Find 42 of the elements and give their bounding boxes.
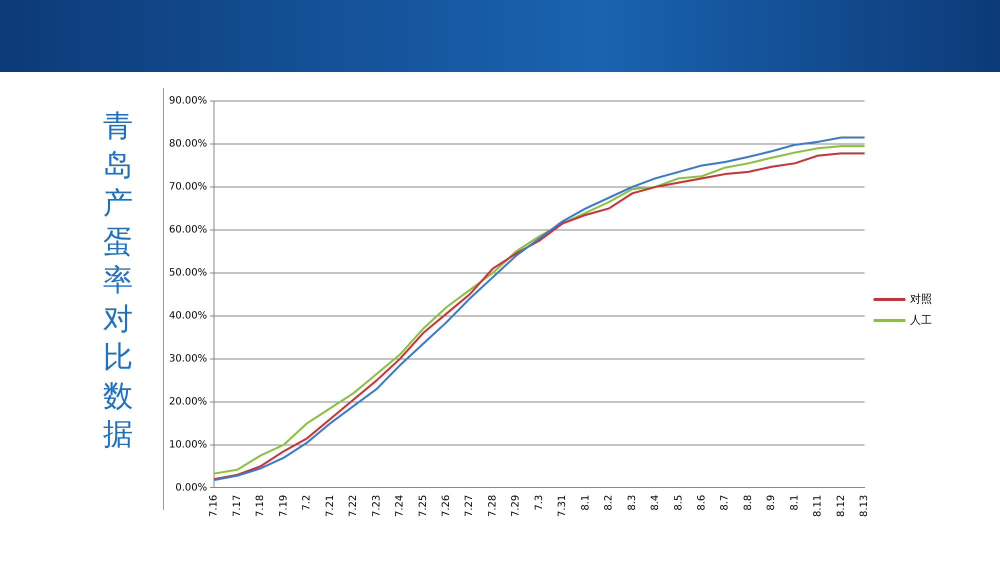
y-tick-label: 0.00% — [175, 482, 208, 494]
y-tick-label: 50.00% — [168, 267, 208, 278]
x-tick-label: 7.31 — [557, 494, 568, 517]
x-tick-label: 7.2 — [302, 494, 313, 511]
x-tick-label: 8.6 — [696, 494, 708, 511]
y-tick-label: 40.00% — [168, 310, 208, 322]
x-tick-label: 8.13 — [859, 494, 870, 517]
y-tick-label: 20.00% — [168, 396, 208, 408]
x-tick-label: 7.26 — [441, 494, 452, 517]
y-tick-label: 70.00% — [168, 182, 208, 193]
x-tick-label: 7.3 — [534, 494, 545, 511]
x-tick-label: 7.23 — [371, 494, 382, 517]
x-tick-label: 7.29 — [510, 494, 522, 517]
x-tick-label: 7.17 — [232, 494, 243, 517]
x-tick-label: 8.11 — [812, 494, 824, 517]
x-tick-label: 7.18 — [255, 494, 266, 517]
x-tick-label: 8.5 — [673, 494, 684, 511]
x-tick-label: 7.21 — [324, 494, 336, 517]
y-tick-label: 10.00% — [168, 439, 208, 450]
chart-title: 青岛产蛋率对比数据 — [103, 109, 133, 452]
x-tick-label: 7.28 — [487, 494, 498, 517]
legend-label: 对照 — [910, 292, 932, 306]
x-tick-label: 8.9 — [766, 494, 778, 511]
x-tick-label: 8.8 — [742, 494, 754, 511]
y-tick-label: 60.00% — [168, 224, 208, 236]
x-tick-label: 8.12 — [836, 494, 847, 517]
x-tick-label: 7.22 — [348, 494, 360, 517]
x-tick-label: 8.7 — [720, 494, 731, 511]
x-tick-label: 7.16 — [208, 494, 220, 517]
y-tick-label: 90.00% — [168, 96, 208, 107]
x-tick-label: 7.25 — [418, 494, 429, 517]
x-tick-label: 7.27 — [464, 494, 476, 517]
y-tick-label: 80.00% — [168, 138, 208, 150]
x-tick-label: 8.1 — [789, 494, 800, 511]
x-tick-label: 8.2 — [604, 494, 615, 511]
x-tick-label: 7.24 — [394, 494, 406, 517]
legend-label: 人工 — [910, 313, 932, 326]
x-tick-label: 8.1 — [580, 494, 592, 511]
x-tick-label: 7.19 — [278, 494, 290, 517]
x-tick-label: 8.3 — [626, 494, 638, 511]
x-tick-label: 8.4 — [650, 494, 662, 511]
y-tick-label: 30.00% — [168, 353, 208, 364]
